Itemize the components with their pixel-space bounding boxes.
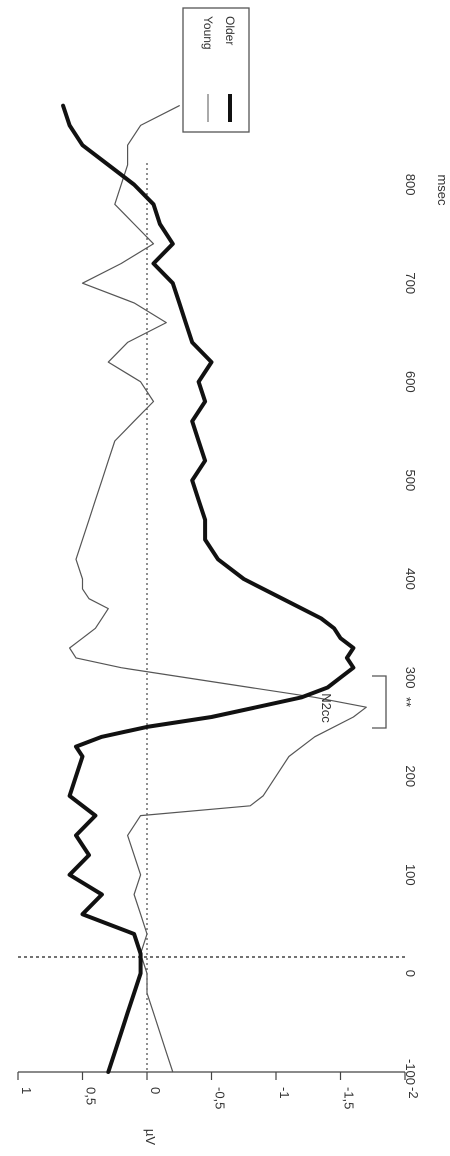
axes [18,163,405,1073]
x-tick-label: 200 [403,765,418,787]
x-tick-label: 300 [403,667,418,689]
series-lines [61,103,367,1074]
y-tick-label: -1 [277,1087,292,1099]
annotations: ** N2cc [319,675,414,729]
legend-box [182,7,250,133]
axis-labels: msec µV [143,174,450,1145]
x-tick-label: 0 [403,970,418,977]
y-tick-label: 1 [19,1087,34,1094]
series-line-young [69,105,367,1073]
x-tick-label: 500 [403,470,418,492]
legend-label-young: Young [201,16,215,50]
y-tick-label: 0 [148,1087,163,1094]
x-tick-label: 600 [403,371,418,393]
y-axis-label: µV [143,1129,158,1145]
x-tick-label: 400 [403,568,418,590]
series-line-older [61,103,356,1074]
x-tick-label: 800 [403,174,418,196]
y-tick-label: -1,5 [342,1087,357,1109]
x-ticks: -100 0 100 200 300 400 500 600 700 800 [403,174,418,1085]
significance-label: ** [399,697,414,707]
x-tick-label: 100 [403,864,418,886]
x-axis-label: msec [435,174,450,206]
significance-bracket [372,675,387,729]
y-tick-label: -2 [406,1087,421,1099]
legend: Young Older [182,7,250,133]
x-tick-label: 700 [403,272,418,294]
n2cc-label: N2cc [319,693,334,723]
y-tick-label: -0,5 [213,1087,228,1109]
y-tick-label: 0,5 [84,1087,99,1105]
x-tick-label: -100 [403,1059,418,1085]
y-ticks: 1 0,5 0 -0,5 -1 -1,5 -2 [17,1072,421,1109]
legend-label-older: Older [223,16,237,45]
